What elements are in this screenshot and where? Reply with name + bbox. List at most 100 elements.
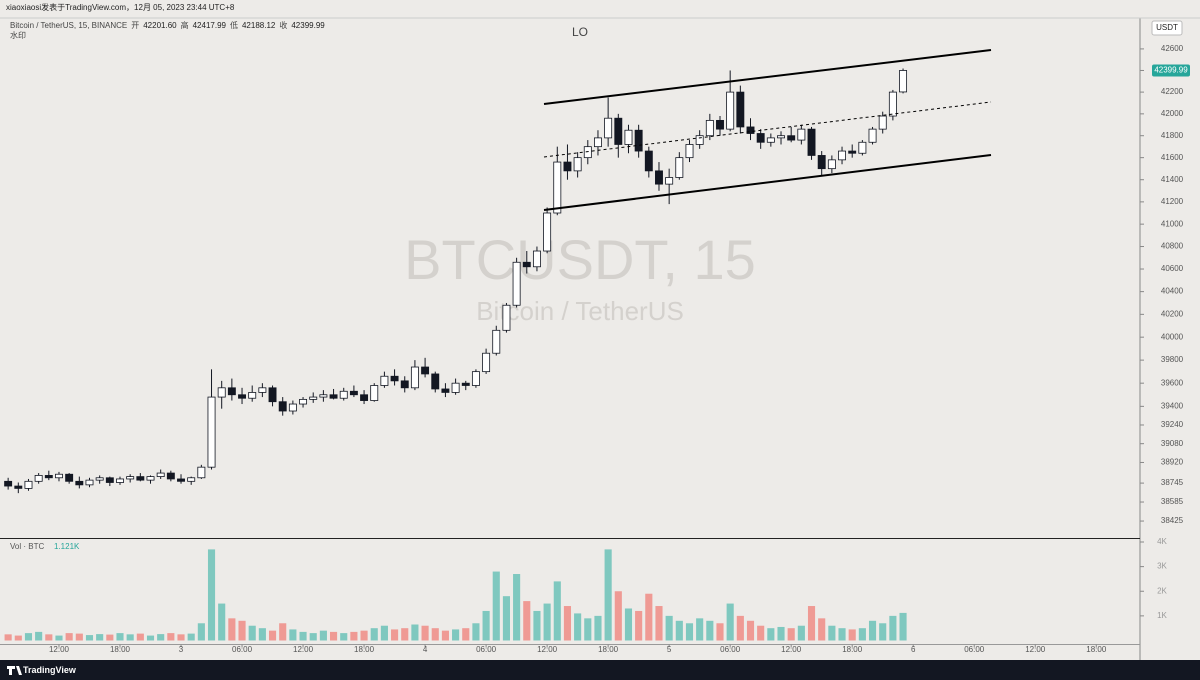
y-tick-label: 41200 — [1161, 197, 1184, 206]
candle-body — [217, 387, 226, 398]
candle-body — [116, 478, 124, 483]
y-tick-label: 40800 — [1161, 242, 1184, 251]
watermark: BTCUSDT, 15 — [404, 228, 756, 291]
volume-bar — [452, 629, 460, 641]
y-tick-label: 40600 — [1161, 264, 1184, 273]
legend-text: 高 — [181, 20, 189, 30]
volume-bar — [706, 620, 714, 641]
candle-body — [614, 117, 623, 145]
y-tick-label: 39600 — [1161, 378, 1184, 387]
volume-bar — [441, 630, 449, 641]
x-tick-label: 12:00 — [49, 645, 70, 654]
candle-body — [594, 137, 602, 148]
candle-body — [431, 373, 440, 390]
volume-bar — [563, 606, 572, 641]
y-tick-label: 40400 — [1161, 287, 1184, 296]
volume-bar — [85, 635, 94, 641]
volume-title: Vol · BTC — [10, 542, 44, 551]
volume-bar — [411, 624, 419, 641]
volume-bar — [818, 618, 826, 641]
candle-body — [268, 387, 277, 403]
candle-body — [746, 126, 755, 134]
candle-body — [868, 128, 877, 143]
legend-text: 收 — [279, 20, 287, 30]
volume-bar — [624, 608, 633, 641]
volume-bar — [594, 615, 602, 641]
candle-body — [248, 392, 257, 399]
y-tick-label: 39800 — [1161, 355, 1184, 364]
x-tick-label: 18:00 — [354, 645, 375, 654]
volume-bar — [604, 549, 612, 641]
candle-body — [75, 480, 84, 486]
volume-bar — [75, 633, 83, 641]
currency-box[interactable] — [1151, 20, 1183, 36]
candle-body — [777, 135, 785, 139]
candle-body — [451, 382, 460, 393]
volume-bar — [868, 620, 877, 641]
volume-bar — [268, 630, 277, 641]
volume-bar — [635, 610, 643, 641]
volume-bar — [258, 628, 266, 641]
volume-bar — [35, 631, 43, 641]
candle-body — [319, 394, 328, 398]
y-tick-label: 42600 — [1161, 44, 1184, 53]
candle-body — [95, 477, 104, 481]
channel-lower[interactable] — [543, 154, 992, 211]
candle-body — [329, 394, 338, 399]
candle-body — [258, 387, 267, 393]
volume-bar — [533, 610, 541, 641]
candle-body — [522, 261, 531, 268]
legend-note: 水印 — [10, 30, 26, 40]
candle-body — [888, 91, 897, 117]
candle-body — [309, 396, 318, 400]
candle-body — [471, 371, 480, 386]
volume-bar — [645, 593, 653, 641]
volume-bar — [279, 623, 287, 641]
channel-drawing[interactable] — [543, 49, 992, 211]
volume-bar — [787, 628, 795, 641]
volume-bar — [14, 635, 22, 641]
volume-bar — [757, 625, 765, 641]
volume-bar — [218, 603, 226, 641]
logo-icon — [7, 666, 22, 675]
legend-text: 42399.99 — [291, 21, 325, 30]
x-tick-label: 18:00 — [110, 645, 131, 654]
y-tick-label: 41400 — [1161, 175, 1184, 184]
volume-bar — [665, 615, 673, 641]
candle-body — [44, 475, 53, 479]
candle-body — [766, 137, 775, 143]
volume-bar — [197, 623, 205, 641]
volume-bar — [716, 623, 724, 641]
volume-bar — [157, 634, 165, 641]
volume-bar — [767, 628, 775, 641]
volume-bar — [421, 625, 429, 641]
volume-bar — [543, 603, 551, 641]
candle-body — [410, 366, 419, 389]
candle-body — [238, 394, 246, 399]
candle-body — [787, 135, 796, 141]
candle-body — [848, 150, 857, 154]
legend-text: 42188.12 — [242, 21, 276, 30]
candle-body — [817, 155, 826, 170]
candle-body — [4, 480, 13, 487]
volume-bar — [889, 615, 897, 641]
volume-bar — [167, 633, 175, 641]
channel-upper[interactable] — [543, 49, 992, 105]
volume-bar — [370, 628, 378, 641]
candle-body — [482, 352, 491, 373]
volume-bar — [574, 613, 582, 641]
candle-body — [655, 170, 663, 185]
candle-body — [512, 261, 521, 306]
volume-bar — [45, 634, 53, 641]
candle-body — [24, 480, 33, 489]
candle-body — [339, 390, 348, 399]
candle-body — [838, 150, 846, 161]
candle-body — [207, 396, 216, 468]
candle-body — [573, 157, 582, 172]
x-tick-label: 06:00 — [232, 645, 253, 654]
volume-bar — [513, 574, 521, 641]
x-tick-label: 06:00 — [720, 645, 741, 654]
candle-body — [553, 161, 562, 214]
